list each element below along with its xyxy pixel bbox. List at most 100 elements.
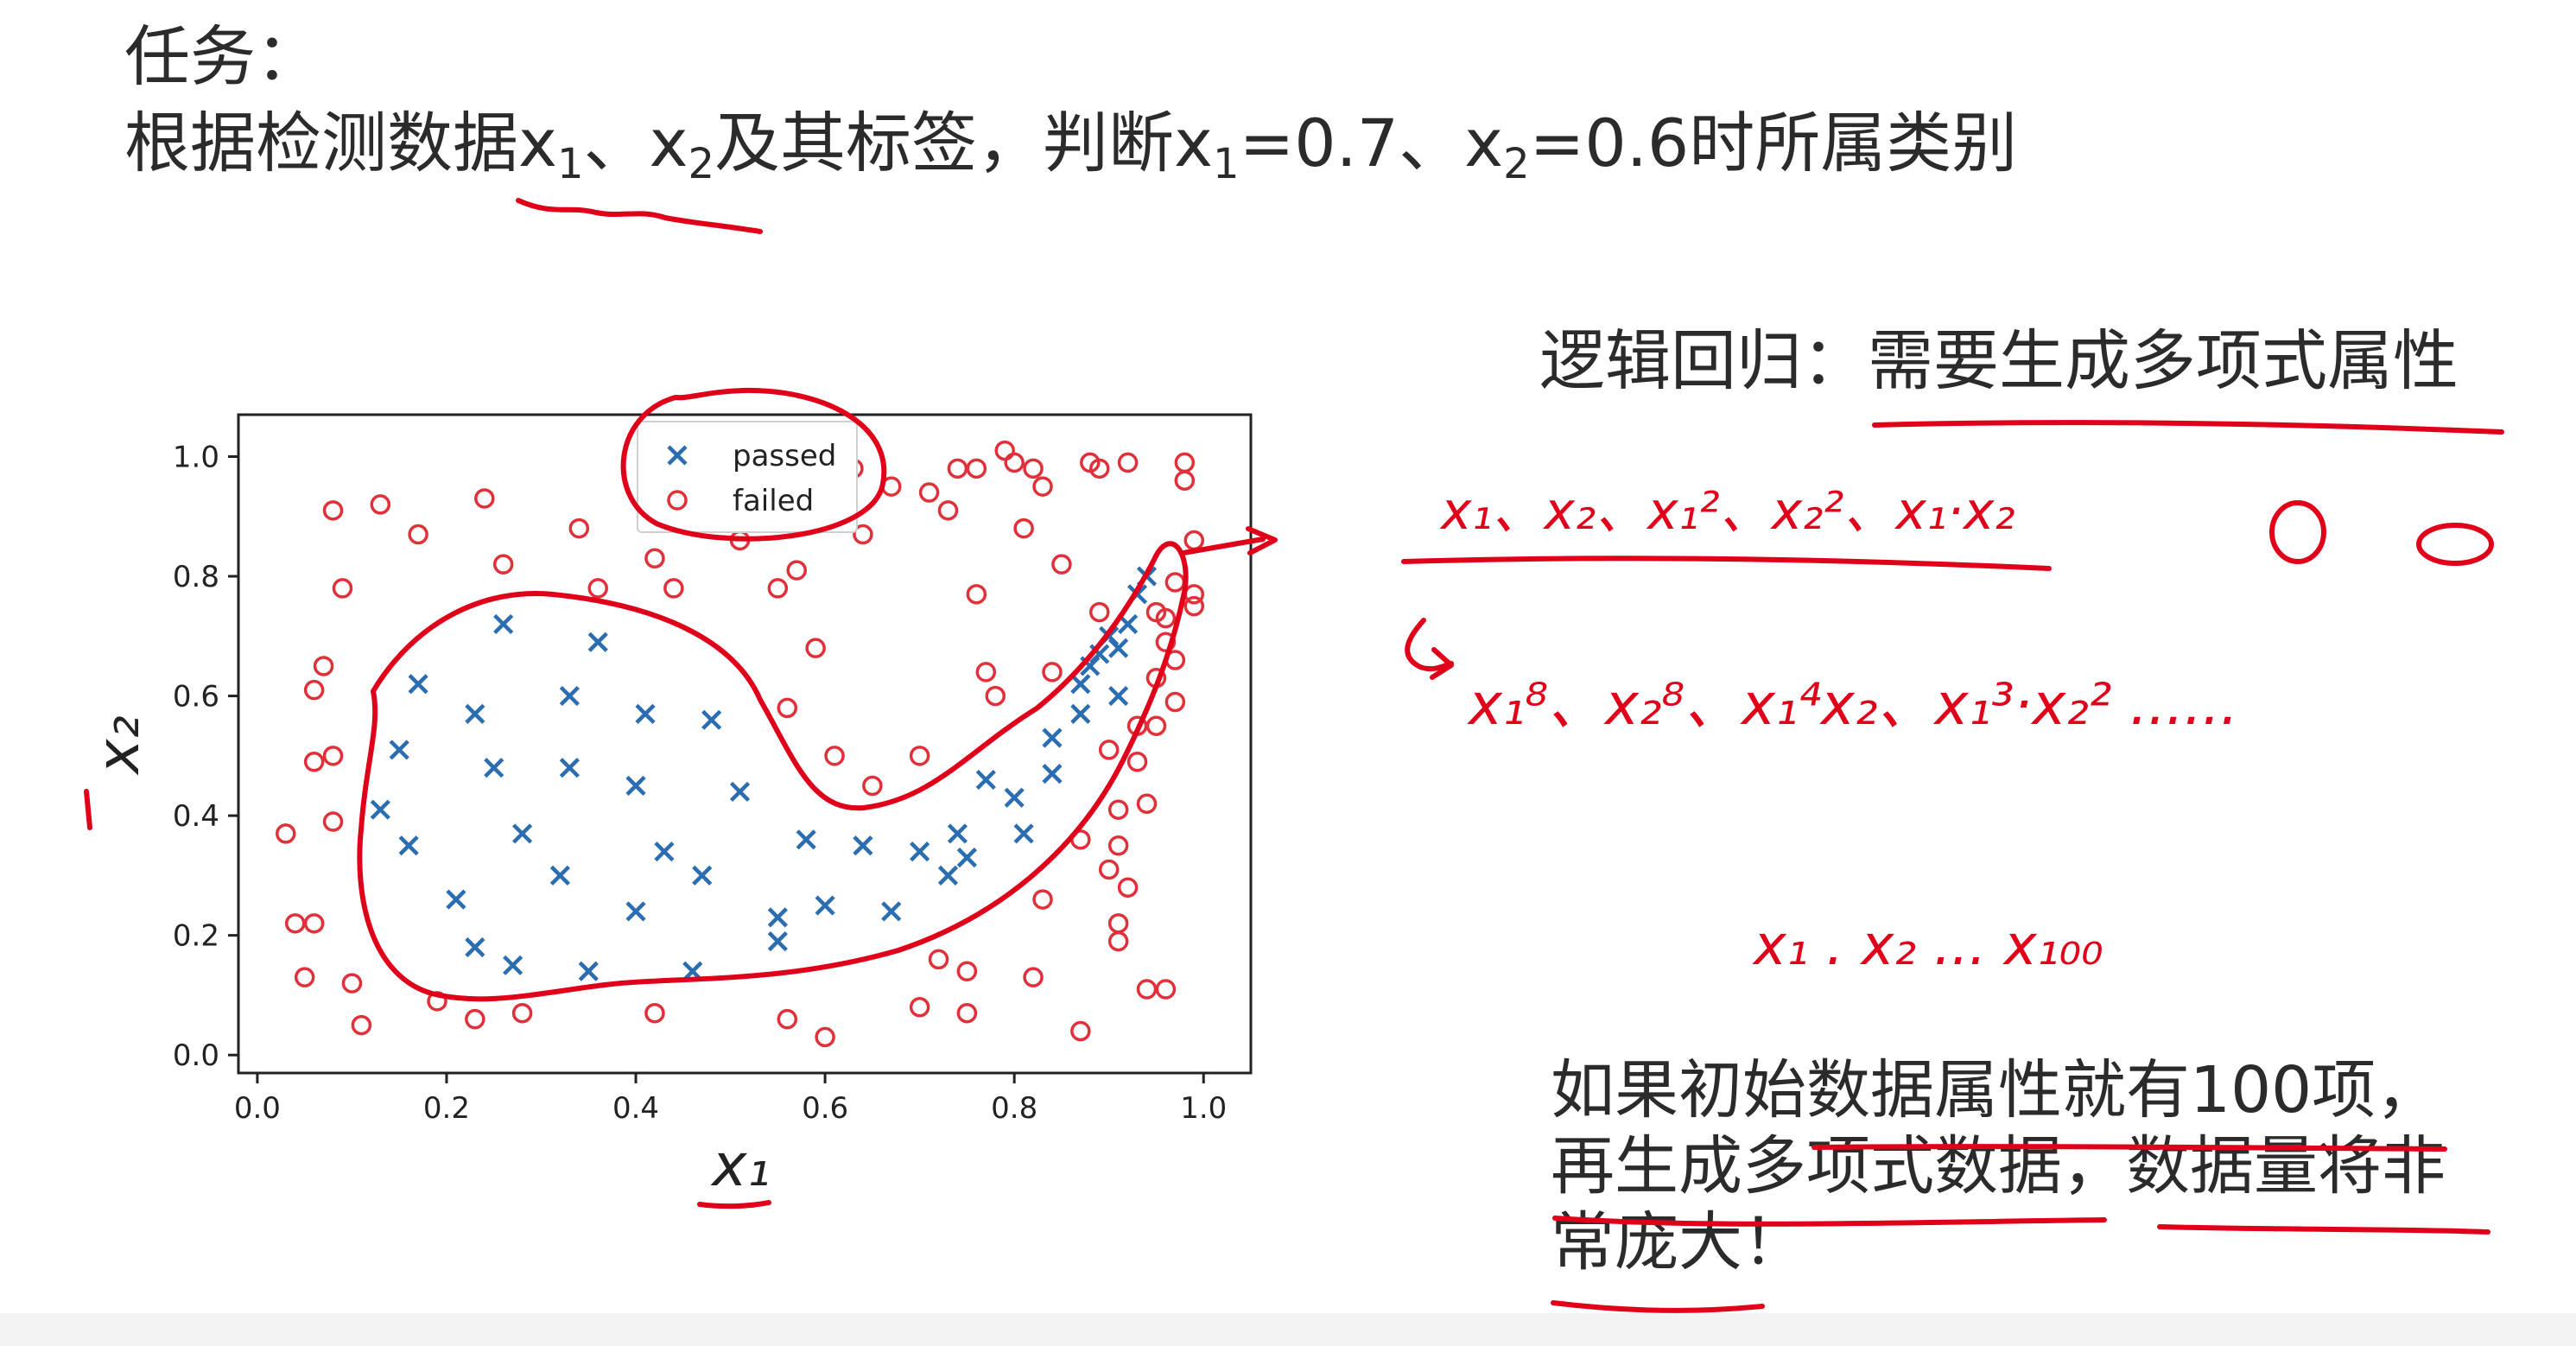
failed-point [1070,829,1091,850]
passed-point [1136,566,1158,587]
failed-point [1164,572,1186,593]
failed-point [1155,632,1177,652]
failed-point [1126,752,1148,772]
failed-point [985,685,1006,707]
failed-point [1136,793,1158,815]
failed-point [1183,595,1205,617]
failed-point [966,584,987,605]
passed-point [682,961,703,981]
failed-point [511,1002,533,1024]
failed-point [1032,889,1053,910]
failed-point [975,662,997,683]
failed-point [1117,877,1139,898]
failed-point [1023,458,1044,479]
task-description: 根据检测数据x1、x2及其标签，判断x1=0.7、x2=0.6时所属类别 [124,105,2018,188]
passed-point [1070,703,1091,724]
failed-point [966,458,987,479]
passed-point [1108,638,1129,658]
passed-point [1042,764,1063,784]
failed-point [284,913,306,934]
passed-point [654,841,675,862]
failed-point [322,811,344,832]
passed-point [512,823,533,844]
passed-point [1089,644,1110,664]
passed-point [625,901,646,922]
passed-point [767,931,788,952]
failed-point [909,997,930,1018]
failed-point [928,949,949,970]
y-tick-label: 0.8 [173,560,219,594]
y-tick-label: 0.0 [173,1038,219,1073]
failed-point [881,476,902,497]
legend-label-failed: failed [733,484,814,518]
failed-point [1051,554,1072,575]
failed-point [332,578,353,599]
failed-point [777,697,798,719]
failed-point [587,578,608,599]
failed-point [1107,835,1129,856]
failed-point [303,752,325,772]
passed-point [729,781,751,803]
failed-point [767,578,789,599]
failed-point [1098,859,1120,880]
failed-point [341,973,363,994]
failed-point [1145,715,1167,736]
failed-point [370,494,391,515]
passed-point [1042,727,1063,748]
failed-point [937,500,959,521]
x-tick-label: 0.0 [234,1091,281,1126]
passed-point [493,613,514,635]
failed-point [644,1002,665,1024]
legend: passed failed [637,421,858,533]
passed-point [484,758,504,778]
logistic-regression-heading: 逻辑回归：需要生成多项式属性 [1539,322,2459,399]
x-tick-label: 0.4 [612,1091,659,1126]
failed-point [1042,662,1063,683]
failed-point [815,1026,835,1048]
failed-point [1088,601,1110,623]
failed-point [303,913,325,934]
failed-point [1183,530,1205,551]
failed-point [1013,517,1034,539]
failed-point [786,560,807,581]
passed-point [1070,674,1091,695]
passed-point [947,823,968,844]
passed-point [910,841,930,862]
failed-point [947,458,968,479]
passed-point [559,685,580,707]
bottom-bar [0,1313,2576,1346]
failed-point [1107,930,1129,952]
failed-point [1145,668,1167,689]
passed-point [1108,685,1129,707]
failed-point [805,638,826,658]
failed-point [956,1002,978,1024]
passed-point [1013,823,1034,844]
passed-point [559,758,580,778]
failed-point [1174,452,1196,473]
passed-point [503,955,523,975]
passed-point [446,889,466,910]
passed-point [1126,584,1148,605]
passed-point [853,835,873,856]
passed-point [881,901,902,922]
failed-point [303,679,325,701]
x-tick-label: 0.6 [802,1091,848,1126]
passed-point [975,769,996,790]
failed-point [294,967,315,987]
y-tick-label: 0.2 [173,919,219,954]
y-tick-label: 1.0 [173,440,219,474]
failed-point [1107,913,1129,934]
passed-point [465,703,485,724]
failed-point [956,961,978,981]
passed-point [625,775,646,797]
failed-point [276,823,296,844]
passed-point [956,848,977,868]
failed-point [1107,799,1129,820]
failed-point [1174,470,1196,491]
failed-point [824,746,845,766]
failed-point [474,488,495,509]
y-tick-label: 0.4 [173,799,219,834]
failed-point [322,500,344,521]
failed-point [994,440,1015,461]
x-tick-label: 0.2 [423,1091,470,1126]
